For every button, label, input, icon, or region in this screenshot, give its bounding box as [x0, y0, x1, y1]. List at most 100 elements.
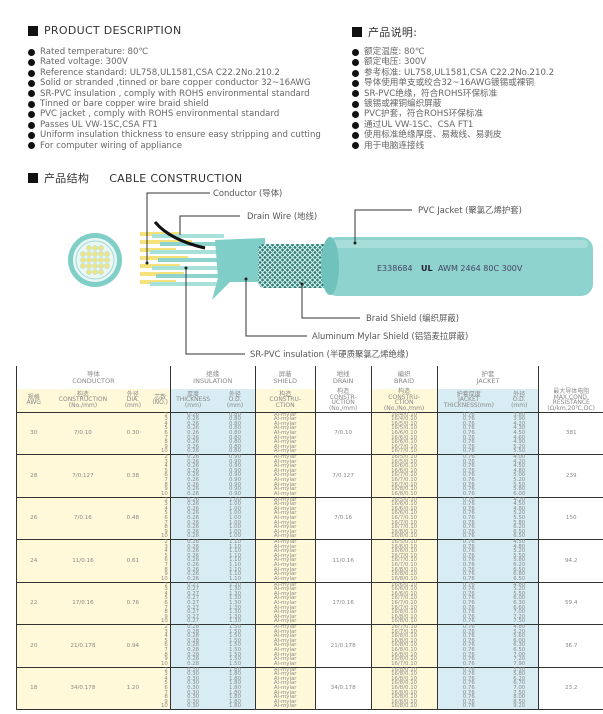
group-cn: 屏蔽	[278, 370, 292, 378]
item-text: Solid or stranded ,tinned or bare copper…	[40, 78, 311, 89]
item-text: 通过UL VW-1SC、CSA FT1	[364, 119, 474, 130]
group-header: 护套 JACKET	[436, 366, 540, 389]
cross-section	[68, 233, 122, 287]
bullet-icon	[28, 121, 35, 129]
column-header: 芯数 (NO.)	[150, 389, 171, 413]
column-header: 构造 CONSTRU- CTION (No./No./mm)	[370, 389, 438, 413]
label-drain-wire: Drain Wire (地线)	[247, 211, 317, 221]
shield-cell: Al-mylar Al-mylar Al-mylar Al-mylar Al-m…	[254, 497, 316, 540]
description-item: 额定电压: 300V	[352, 57, 554, 67]
resistance-cell: 150	[538, 497, 603, 540]
leader-lines	[146, 192, 412, 355]
description-item: 用于电脑连接线	[352, 141, 554, 151]
insulation-od-cell: 1.10 1.10 1.10 1.10 1.10 1.10 1.10 1.10 …	[215, 539, 256, 583]
jacket-thickness-cell: 0.76 0.76 0.76 0.76 0.76 0.76 0.76 0.76 …	[436, 667, 501, 710]
cores-cell: 2 3 4 5 6 7 8 9 10	[150, 412, 171, 455]
table-row: 22 17/0.16 0.76 2 3 4 5 6 7 8 9 10 0.27 0.27…	[16, 582, 603, 625]
group-header: 绝缘 INSULATION	[169, 366, 256, 389]
bullet-icon	[352, 100, 359, 108]
drain-cell: 7/0.10	[314, 412, 372, 455]
item-text: 参考标准: UL758,UL1581,CSA C22.2No.210.2	[364, 67, 555, 78]
insulation-thickness-cell: 0.30 0.30 0.30 0.30 0.30 0.30 0.30 0.30 …	[169, 667, 216, 710]
insulation-thickness-cell: 0.26 0.26 0.26 0.26 0.26 0.26 0.26 0.26 …	[169, 539, 216, 583]
construction-cell: 34/0.178	[50, 667, 116, 710]
bullet-icon	[28, 131, 35, 139]
shield-cell: Al-mylar Al-mylar Al-mylar Al-mylar Al-m…	[254, 539, 316, 583]
specification-table: 导体 CONDUCTOR 绝缘 INSULATION 屏蔽 SHIELD 地线 DRAIN 编织…	[16, 366, 603, 710]
bullet-icon	[28, 59, 35, 67]
insulation-thickness-cell: 0.27 0.27 0.27 0.27 0.27 0.27 0.27 0.27 …	[169, 582, 216, 625]
jacket-thickness-cell: 0.76 0.76 0.76 0.76 0.76 0.76 0.76 0.76 …	[436, 539, 501, 583]
group-cn: 地线	[336, 370, 350, 378]
description-item: Passes UL VW-1SC,CSA FT1	[28, 120, 321, 130]
item-text: 导体使用单支或绞合32~16AWG镀锡或裸铜	[364, 78, 534, 89]
label-conductor: Conductor (导体)	[213, 188, 282, 198]
description-item: 使用标准绝缘厚度、易裁线、易剥皮	[352, 130, 554, 140]
description-item: Reference standard: UL758,UL1581,CSA C22…	[28, 68, 321, 78]
insulation-thickness-cell: 0.26 0.26 0.26 0.26 0.26 0.26 0.26 0.26 …	[169, 454, 216, 498]
insulation-thickness-cell: 0.28 0.28 0.28 0.28 0.28 0.28 0.28 0.28 …	[169, 624, 216, 668]
description-item: PVC jacket , comply with ROHS environmen…	[28, 109, 321, 119]
cores-cell: 2 3 4 5 6 7 8 9 10	[150, 667, 171, 710]
column-header: 规格 AWG	[16, 389, 51, 413]
core-conductor	[80, 251, 87, 258]
description-item: Tinned or bare copper wire braid shield	[28, 99, 321, 109]
core-conductor	[104, 257, 111, 264]
cable-marking-rating: AWM 2464 80C 300V	[438, 264, 523, 273]
square-bullet-icon	[28, 25, 38, 36]
item-text: SR-PVC绝缘，符合ROHS环保标准	[364, 88, 498, 99]
column-header: 构造 CONSTRU- CTION	[254, 389, 316, 413]
heading-text: 产品说明:	[368, 26, 418, 39]
awg-cell: 20	[16, 624, 51, 668]
diameter-cell: 0.94	[115, 624, 151, 668]
item-text: 镀锡或裸铜编织屏蔽	[364, 99, 442, 110]
product-description-heading: PRODUCT DESCRIPTION	[28, 24, 182, 37]
drain-cell: 21/0.178	[314, 624, 372, 668]
description-item: Solid or stranded ,tinned or bare copper…	[28, 78, 321, 88]
resistance-cell: 36.7	[538, 624, 603, 668]
bullet-icon	[28, 79, 35, 87]
item-text: 额定温度: 80℃	[364, 47, 425, 57]
item-text: Rated voltage: 300V	[40, 57, 128, 68]
drain-cell: 34/0.178	[314, 667, 372, 710]
bullet-icon	[352, 69, 359, 77]
resistance-cell: 94.2	[538, 539, 603, 583]
insulation-od-cell: 0.90 0.90 0.90 0.90 0.90 0.90 0.90 0.90 …	[215, 454, 256, 498]
group-en: JACKET	[476, 376, 500, 385]
bullet-icon	[352, 79, 359, 87]
diameter-cell: 1.20	[115, 667, 151, 710]
insulation-od-cell: 0.80 0.80 0.80 0.80 0.80 0.80 0.80 0.80 …	[215, 412, 256, 455]
core-conductor	[92, 257, 99, 264]
group-header: 编织 BRAID	[370, 366, 438, 389]
bullet-icon	[28, 48, 35, 56]
column-header: 最大导体电阻 MAX.COND. RESISTANCE (Ω/km,20℃,DC…	[538, 389, 603, 413]
table-row: 30 7/0.10 0.30 2 3 4 5 6 7 8 9 10 0.26 0.26 …	[16, 412, 603, 455]
insulation-od-cell: 1.80 1.80 1.80 1.80 1.80 1.80 1.80 1.80 …	[215, 667, 256, 710]
braid-shield	[258, 244, 340, 288]
insulation-od-cell: 1.50 1.50 1.50 1.50 1.50 1.50 1.50 1.50 …	[215, 624, 256, 668]
core-conductor	[104, 251, 111, 258]
item-text: PVC护套，符合ROHS环保标准	[364, 109, 484, 120]
mylar-shield	[212, 238, 265, 300]
group-cn: 护套	[481, 370, 495, 378]
table-row: 26 7/0.16 0.48 2 3 4 5 6 7 8 9 10 0.26 0.26 …	[16, 497, 603, 540]
table-row: 20 21/0.178 0.94 2 3 4 5 6 7 8 9 10 0.28 0.2…	[16, 624, 603, 668]
bullet-icon	[28, 142, 35, 150]
column-header: 护套厚度 JACKET THICKNESS(mm)	[436, 389, 501, 413]
core-conductor	[86, 245, 93, 252]
cores-cell: 2 3 4 5 6 7 8 9 10	[150, 497, 171, 540]
core-conductor	[98, 245, 105, 252]
description-item: 参考标准: UL758,UL1581,CSA C22.2No.210.2	[352, 68, 554, 78]
item-text: PVC jacket , comply with ROHS environmen…	[40, 109, 280, 120]
column-header: 构造 CONSTR- UCTION (No./mm)	[314, 389, 372, 413]
insulation-od-cell: 1.00 1.00 1.00 1.00 1.00 1.00 1.00 1.00 …	[215, 497, 256, 540]
group-en: BRAID	[394, 376, 415, 385]
bullet-icon	[352, 131, 359, 139]
core-conductor	[80, 257, 87, 264]
jacket-od-cell: 3.80 3.90 4.20 4.30 4.50 4.60 4.90 5.20 …	[500, 412, 539, 455]
description-item: SR-PVC绝缘，符合ROHS环保标准	[352, 89, 554, 99]
group-header: 地线 DRAIN	[314, 366, 372, 389]
insulation-od-cell: 1.30 1.30 1.30 1.30 1.30 1.30 1.30 1.30 …	[215, 582, 256, 625]
description-item: 导体使用单支或绞合32~16AWG镀锡或裸铜	[352, 78, 554, 88]
braid-cell: 16/8/0.10 16/8/0.10 16/8/0.10 16/8/0.10 …	[370, 667, 438, 710]
